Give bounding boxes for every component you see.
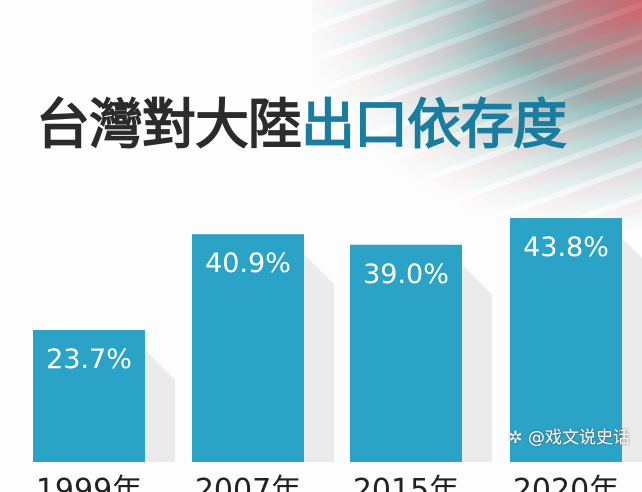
chart-title: 台灣對大陸出口依存度	[36, 80, 567, 159]
category-label: 2007年	[195, 473, 301, 492]
value-label: 39.0%	[363, 259, 449, 290]
bar-1999年	[33, 329, 145, 462]
title-part-2: 出口依存度	[301, 93, 567, 156]
bar-2020年	[510, 218, 622, 462]
bar-shadow	[304, 254, 334, 462]
container-port-background-image	[312, 0, 642, 230]
bar-2015年	[350, 244, 462, 462]
bar-shadow	[622, 238, 642, 462]
category-label: 2015年	[353, 473, 459, 492]
watermark-icon: ✲	[508, 428, 523, 448]
bar-shadow	[145, 349, 175, 462]
value-label: 43.8%	[523, 232, 609, 263]
category-label: 1999年	[36, 473, 142, 492]
value-label: 40.9%	[205, 248, 291, 279]
category-label: 2020年	[513, 473, 619, 492]
bar-2007年	[192, 234, 304, 462]
watermark-text: @戏文说史话	[528, 428, 630, 448]
title-part-1: 台灣對大陸	[36, 93, 302, 156]
watermark: ✲ @戏文说史话	[508, 423, 630, 448]
value-label: 23.7%	[46, 344, 132, 375]
bar-shadow	[462, 264, 492, 462]
